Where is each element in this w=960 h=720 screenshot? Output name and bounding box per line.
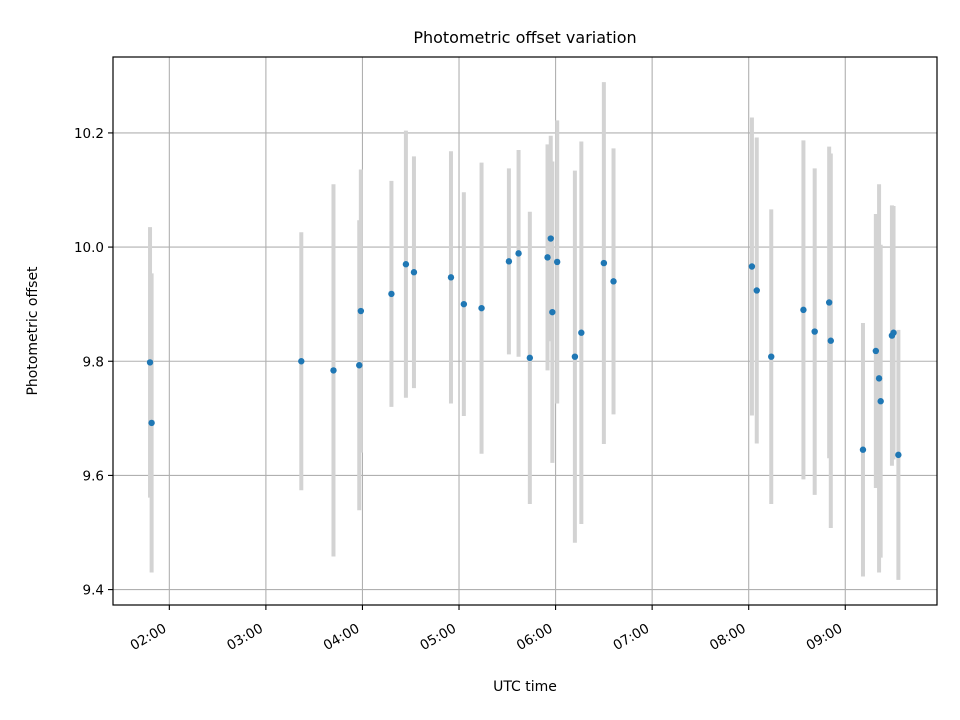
y-axis-label: Photometric offset (25, 266, 41, 396)
data-point (875, 375, 883, 382)
data-point (748, 263, 756, 270)
y-tick-label: 10.2 (74, 126, 104, 142)
x-tick-label: 06:00 (514, 621, 556, 654)
data-point (460, 300, 468, 308)
data-point (547, 235, 554, 242)
data-point (549, 308, 556, 316)
y-tick-label: 9.4 (83, 583, 104, 599)
data-point (410, 269, 418, 276)
data-point (600, 259, 608, 267)
data-point (357, 307, 365, 315)
data-point (578, 329, 585, 336)
data-point (827, 337, 834, 344)
x-tick-label: 07:00 (610, 621, 652, 654)
data-point (330, 367, 337, 374)
plot-area-frame (112, 56, 938, 606)
x-tick-label: 05:00 (417, 621, 459, 654)
data-point (872, 347, 880, 355)
data-point (148, 419, 155, 427)
x-tick-label: 02:00 (128, 621, 170, 654)
x-tick-label: 04:00 (321, 621, 363, 654)
data-point (515, 250, 522, 257)
data-point (895, 451, 902, 459)
data-points (146, 235, 902, 459)
data-point (544, 254, 551, 261)
data-point (610, 278, 617, 285)
data-point (877, 398, 884, 405)
x-axis-label: UTC time (493, 679, 557, 695)
data-point (859, 446, 867, 453)
data-point (571, 353, 579, 360)
data-point (825, 299, 833, 306)
data-point (811, 328, 818, 335)
data-point (356, 362, 363, 369)
data-point (478, 304, 485, 312)
y-tick-label: 10.0 (74, 240, 104, 256)
y-tick-label: 9.6 (83, 468, 104, 484)
data-point (146, 359, 154, 366)
x-tick-label: 08:00 (707, 621, 749, 654)
y-axis-ticks: 9.4 9.6 9.8 10.0 10.2 (74, 126, 113, 599)
chart-title: Photometric offset variation (413, 28, 636, 47)
data-point (800, 306, 807, 314)
x-tick-label: 03:00 (224, 621, 266, 654)
data-point (526, 354, 534, 362)
data-point (768, 353, 775, 360)
x-tick-label: 09:00 (804, 621, 846, 654)
x-axis-ticks: 02:00 03:00 04:00 05:00 06:00 07:00 08:00 09:00 (128, 605, 846, 654)
data-point (402, 261, 410, 268)
data-point (388, 290, 395, 298)
y-tick-label: 9.8 (83, 354, 104, 370)
data-point (553, 258, 561, 266)
data-point (298, 358, 305, 365)
data-point (447, 274, 455, 281)
data-point (890, 329, 897, 336)
data-point (505, 258, 513, 265)
error-bars (148, 82, 901, 580)
data-point (753, 287, 760, 294)
